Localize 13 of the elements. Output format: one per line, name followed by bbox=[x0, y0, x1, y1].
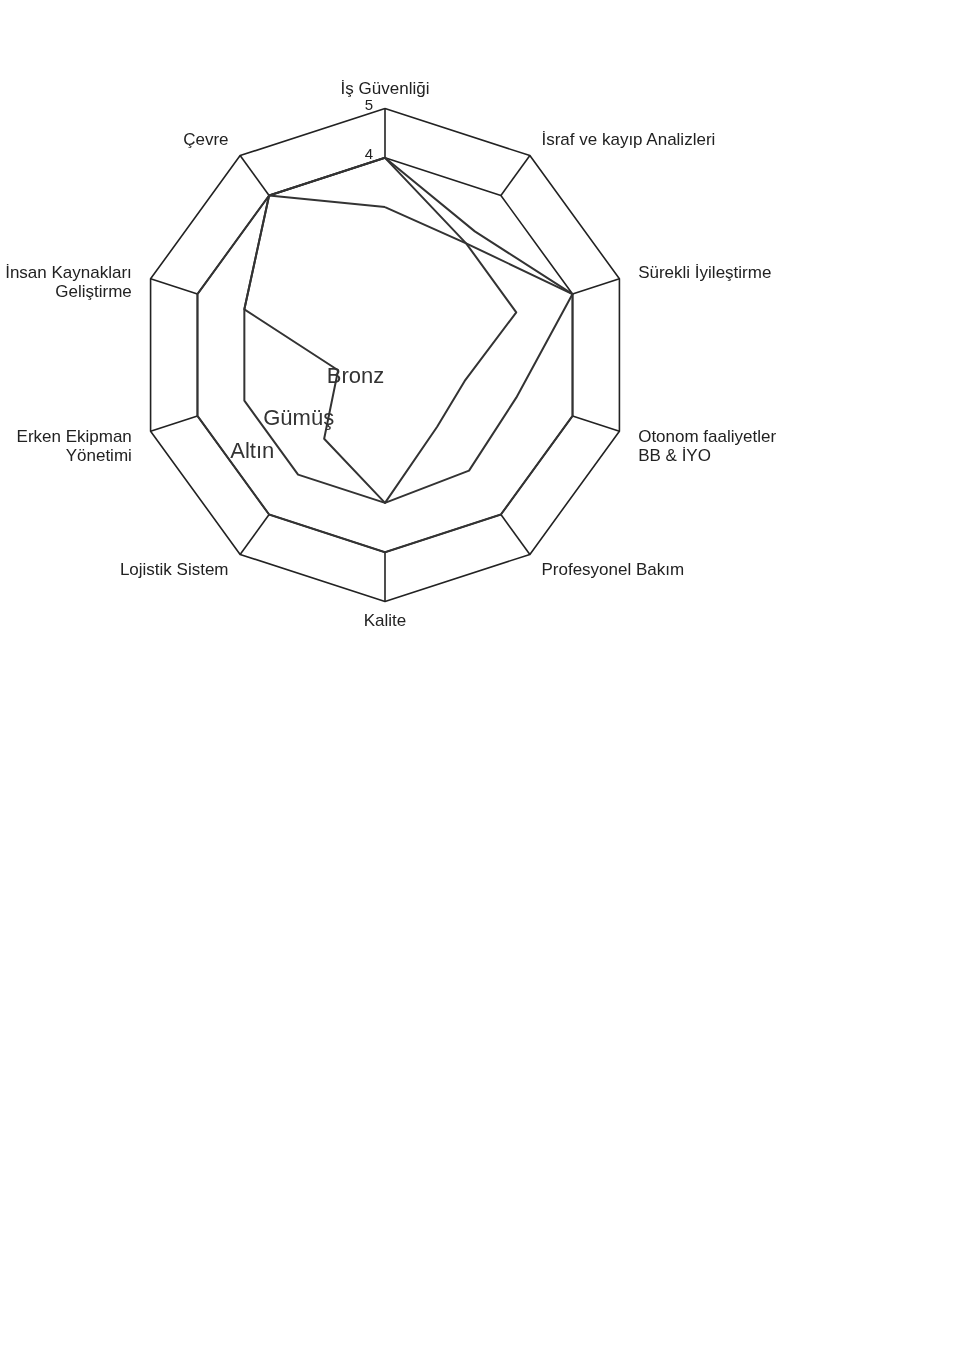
spoke-label: Kalite bbox=[363, 611, 407, 631]
y-tick-label: 4 bbox=[364, 144, 373, 162]
spoke-label: Sürekli İyileştirme bbox=[638, 262, 772, 282]
spoke-label: Çevre bbox=[183, 129, 229, 149]
y-tick-label: 5 bbox=[364, 95, 373, 113]
spoke-label: İsraf ve kayıp Analizleri bbox=[541, 129, 716, 149]
spoke-label: Profesyonel Bakım bbox=[541, 560, 685, 580]
spoke-label: İnsan Kaynakları Geliştirme bbox=[5, 262, 132, 301]
spoke-label: Otonom faaliyetler BB & İYO bbox=[638, 427, 777, 466]
spoke-label: İş Güvenliği bbox=[340, 78, 430, 98]
spoke-label: Lojistik Sistem bbox=[119, 560, 229, 580]
series-label: Altın bbox=[230, 438, 275, 464]
spoke-label: Erken Ekipman Yönetimi bbox=[16, 427, 132, 466]
